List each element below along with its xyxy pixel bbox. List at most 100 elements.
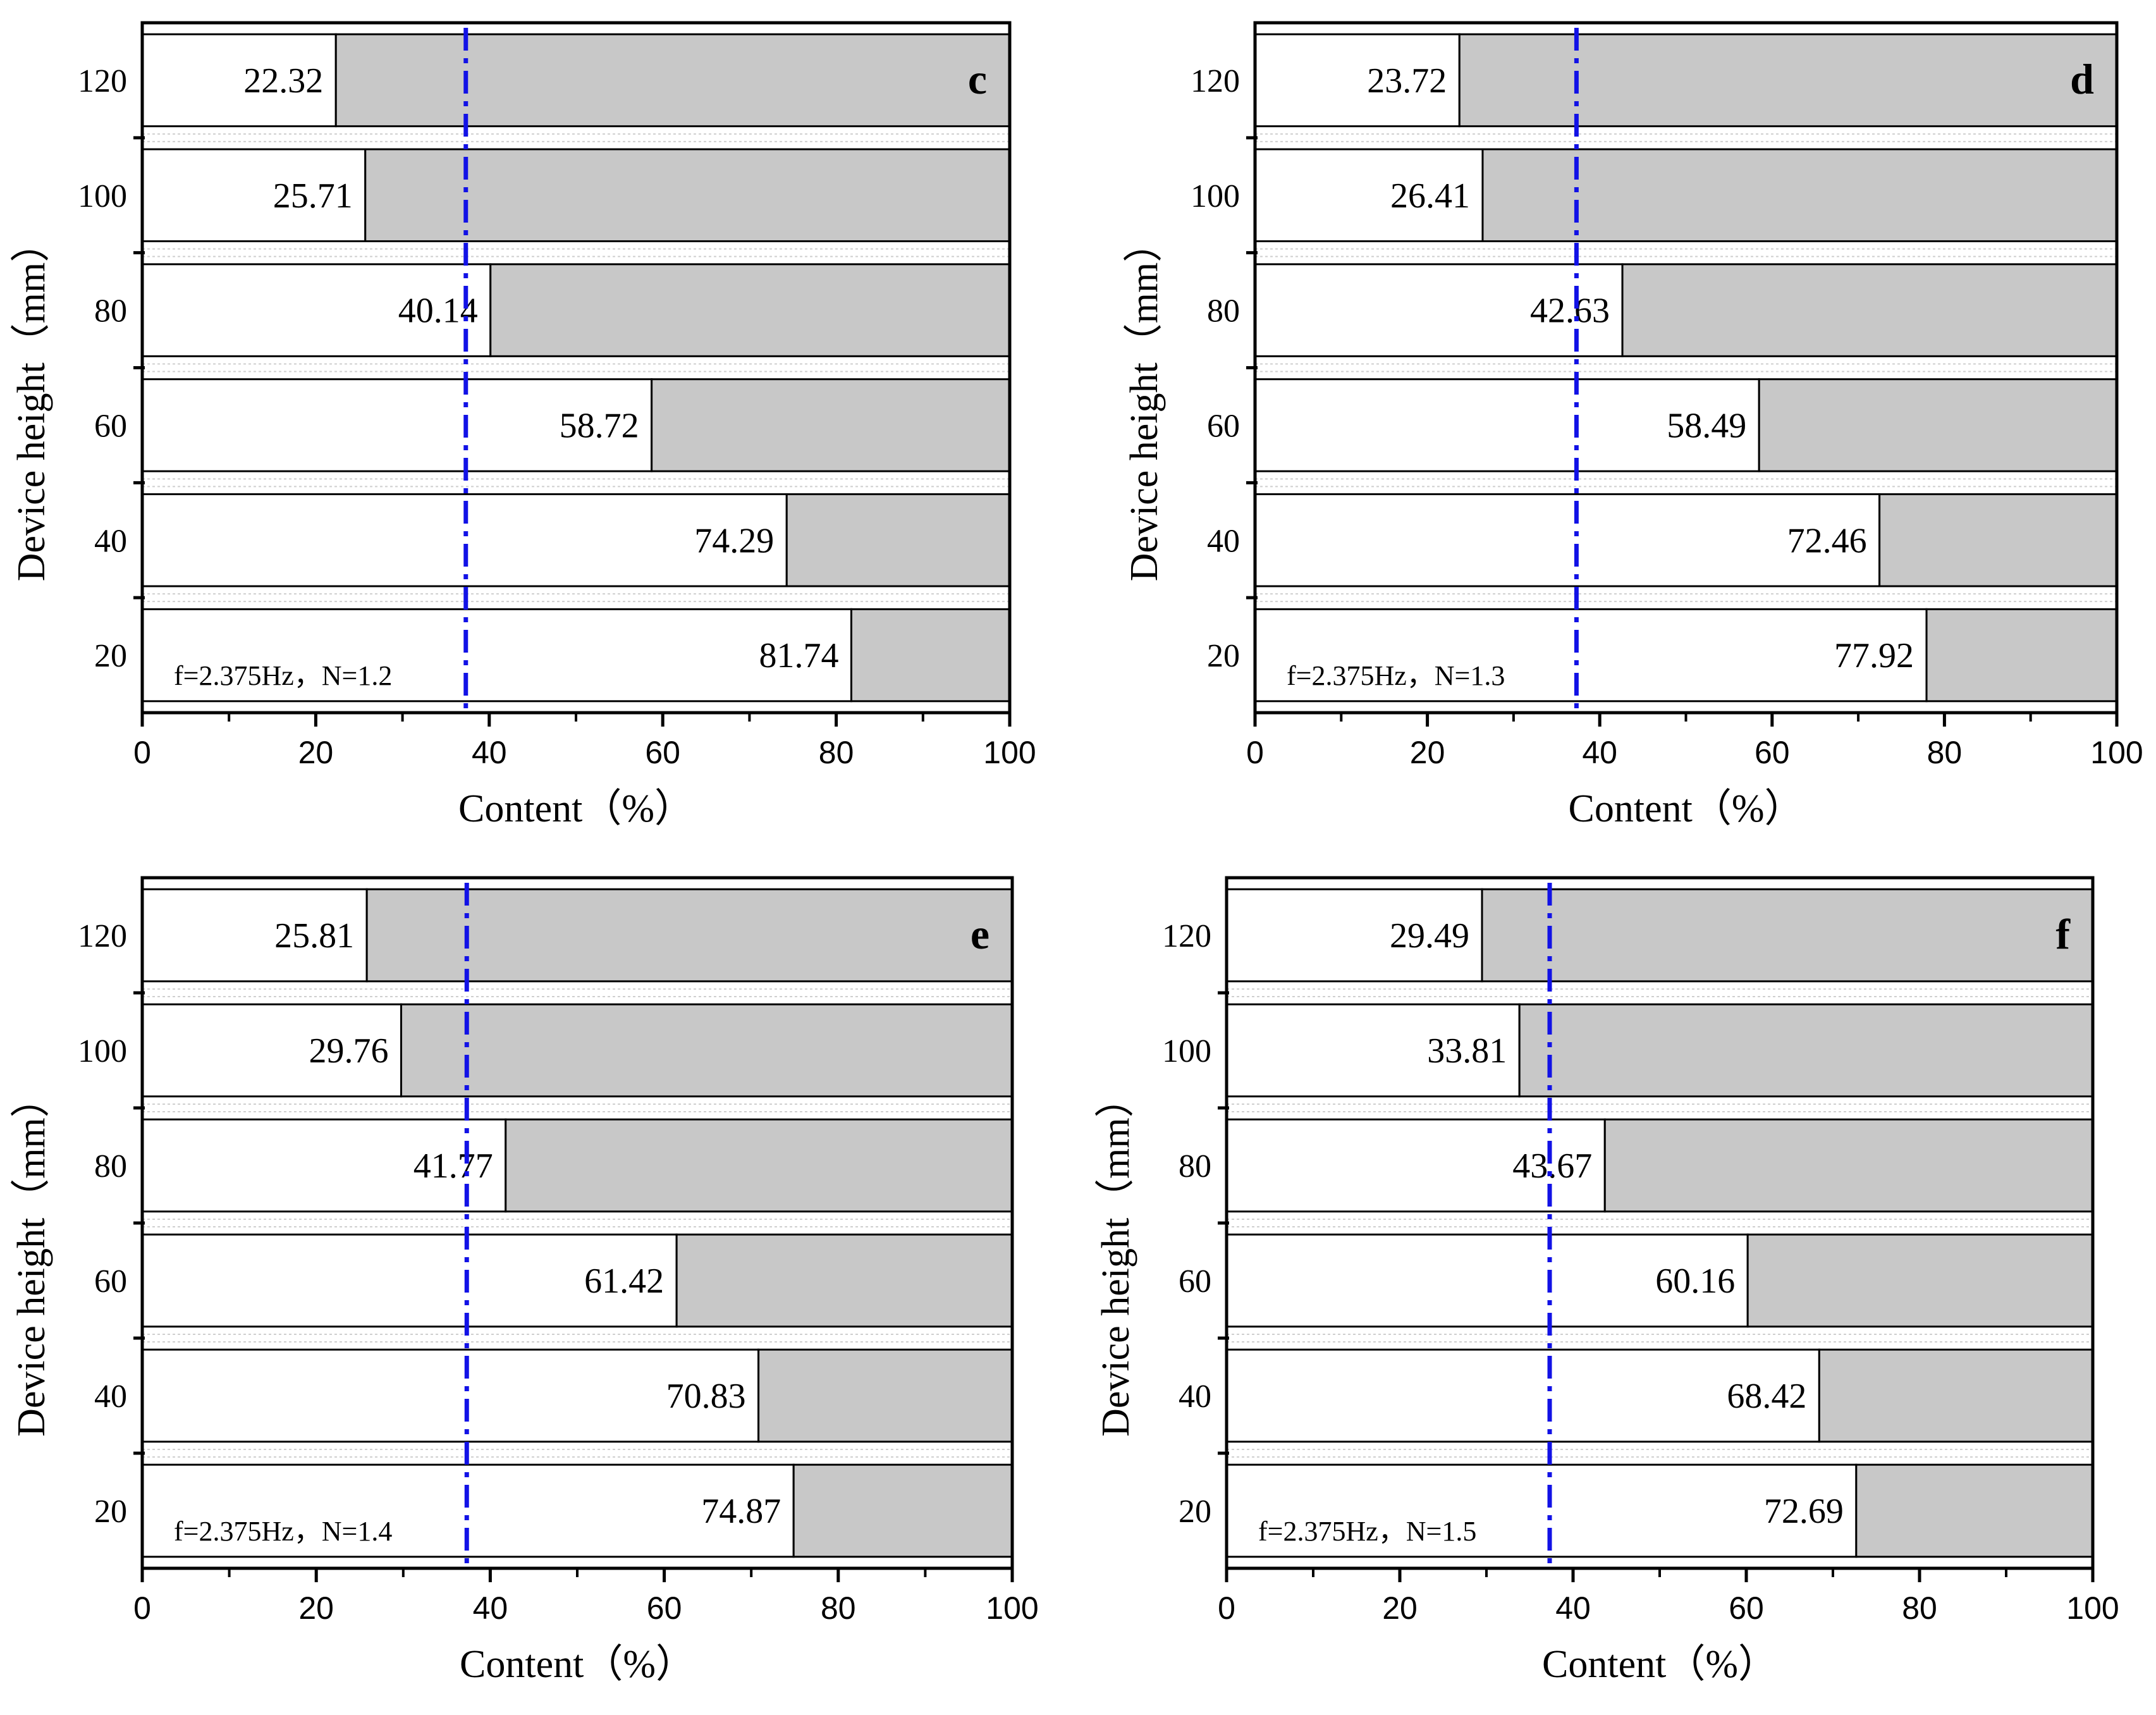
bar-content-40 [1254,493,1881,587]
bar-content-120 [141,33,337,128]
x-axis-title: Content（%） [1542,1643,1777,1686]
value-label: 43.67 [1512,1146,1592,1186]
y-tick-label: 60 [94,408,127,444]
bar-remainder-60 [1758,378,2118,472]
panel-e: 74.87 20 70.83 40 61.42 60 41.77 80 29.76 100 25.8… [10,876,1039,1686]
value-label: 25.71 [273,176,353,216]
x-axis-title: Content（%） [1569,787,1804,830]
x-tick-label: 100 [983,735,1036,770]
y-axis-title: Device height（mm） [1123,223,1166,581]
bar-remainder-120 [1481,888,2094,983]
value-label: 25.81 [274,916,354,956]
y-tick-label: 100 [78,1033,127,1069]
bar-content-60 [141,378,653,472]
x-tick-label: 40 [472,735,507,770]
bar-remainder-40 [785,493,1011,587]
bar-remainder-80 [489,263,1011,357]
y-tick-label: 20 [94,638,127,674]
bar-remainder-20 [850,608,1011,703]
bar-remainder-80 [1603,1118,2094,1213]
bar-content-80 [141,263,492,357]
y-tick-label: 20 [1179,1494,1211,1530]
x-tick-label: 100 [2090,735,2143,770]
value-label: 74.87 [701,1492,781,1531]
x-tick-label: 60 [1729,1590,1764,1626]
y-tick-label: 40 [1207,523,1240,559]
x-axis-title: Content（%） [460,1643,695,1686]
x-tick-label: 0 [1246,735,1264,770]
y-tick-label: 120 [1191,63,1240,99]
annotation-label: f=2.375Hz，N=1.5 [1258,1516,1476,1547]
y-tick-label: 100 [1191,178,1240,214]
panel-letter: f [2055,910,2071,958]
annotation-label: f=2.375Hz，N=1.3 [1287,660,1505,691]
y-tick-label: 120 [1162,918,1211,954]
value-label: 70.83 [666,1377,746,1416]
bar-remainder-60 [1746,1233,2094,1328]
bar-remainder-40 [1878,493,2118,587]
x-tick-label: 0 [1218,1590,1235,1626]
bar-remainder-100 [364,148,1011,242]
annotation-label: f=2.375Hz，N=1.2 [174,660,392,691]
y-tick-label: 40 [94,523,127,559]
value-label: 26.41 [1390,176,1470,216]
y-tick-label: 80 [1207,293,1240,329]
value-label: 41.77 [413,1146,493,1186]
x-tick-label: 80 [821,1590,856,1626]
value-label: 22.32 [243,61,323,101]
panel-d: 77.92 20 72.46 40 58.49 60 42.63 80 26.41 100 23.7… [1123,21,2143,830]
x-tick-label: 60 [1755,735,1790,770]
bar-content-120 [1225,888,1483,983]
x-tick-label: 40 [1555,1590,1591,1626]
x-tick-label: 20 [1382,1590,1418,1626]
y-tick-label: 120 [78,918,127,954]
value-label: 29.49 [1390,916,1469,956]
y-tick-label: 40 [1179,1379,1211,1415]
x-tick-label: 100 [2066,1590,2119,1626]
value-label: 72.46 [1787,521,1867,560]
value-label: 58.72 [560,406,639,445]
x-tick-label: 100 [986,1590,1038,1626]
bar-remainder-60 [675,1233,1014,1328]
panel-letter: c [968,55,987,103]
x-tick-label: 0 [133,735,151,770]
x-tick-label: 60 [647,1590,682,1626]
bar-remainder-120 [365,888,1014,983]
y-tick-label: 20 [1207,638,1240,674]
bar-content-120 [1254,33,1461,128]
y-tick-label: 80 [94,293,127,329]
bar-remainder-120 [1458,33,2118,128]
bar-remainder-100 [400,1003,1014,1098]
bar-remainder-80 [1621,263,2118,357]
bar-content-20 [141,608,852,703]
x-tick-label: 40 [1582,735,1617,770]
value-label: 72.69 [1764,1492,1844,1531]
bar-content-40 [141,1348,760,1443]
x-tick-label: 80 [1927,735,1963,770]
y-axis-title: Device height（mm） [10,1078,53,1436]
value-label: 33.81 [1427,1031,1507,1071]
y-axis-title: Device height（mm） [10,223,53,581]
panel-f: 72.69 20 68.42 40 60.16 60 43.67 80 33.81 100 29.4… [1094,876,2119,1686]
y-tick-label: 80 [1179,1148,1211,1184]
y-tick-label: 120 [78,63,127,99]
bar-remainder-40 [1818,1348,2094,1443]
bar-content-60 [1225,1233,1749,1328]
value-label: 60.16 [1655,1262,1735,1301]
y-axis-title: Device height（mm） [1094,1078,1137,1436]
panel-letter: d [2070,55,2094,103]
y-tick-label: 20 [94,1494,127,1530]
bar-content-60 [1254,378,1760,472]
bar-content-100 [141,148,367,242]
value-label: 58.49 [1667,406,1746,445]
x-tick-label: 20 [1410,735,1445,770]
panel-c: 81.742074.294058.726040.148025.7110022.3… [10,21,1036,830]
bar-content-100 [1225,1003,1521,1098]
bar-content-40 [1225,1348,1820,1443]
bar-remainder-40 [757,1348,1014,1443]
value-label: 61.42 [584,1262,664,1301]
bar-remainder-20 [792,1463,1014,1558]
x-tick-label: 0 [133,1590,151,1626]
x-tick-label: 40 [473,1590,508,1626]
